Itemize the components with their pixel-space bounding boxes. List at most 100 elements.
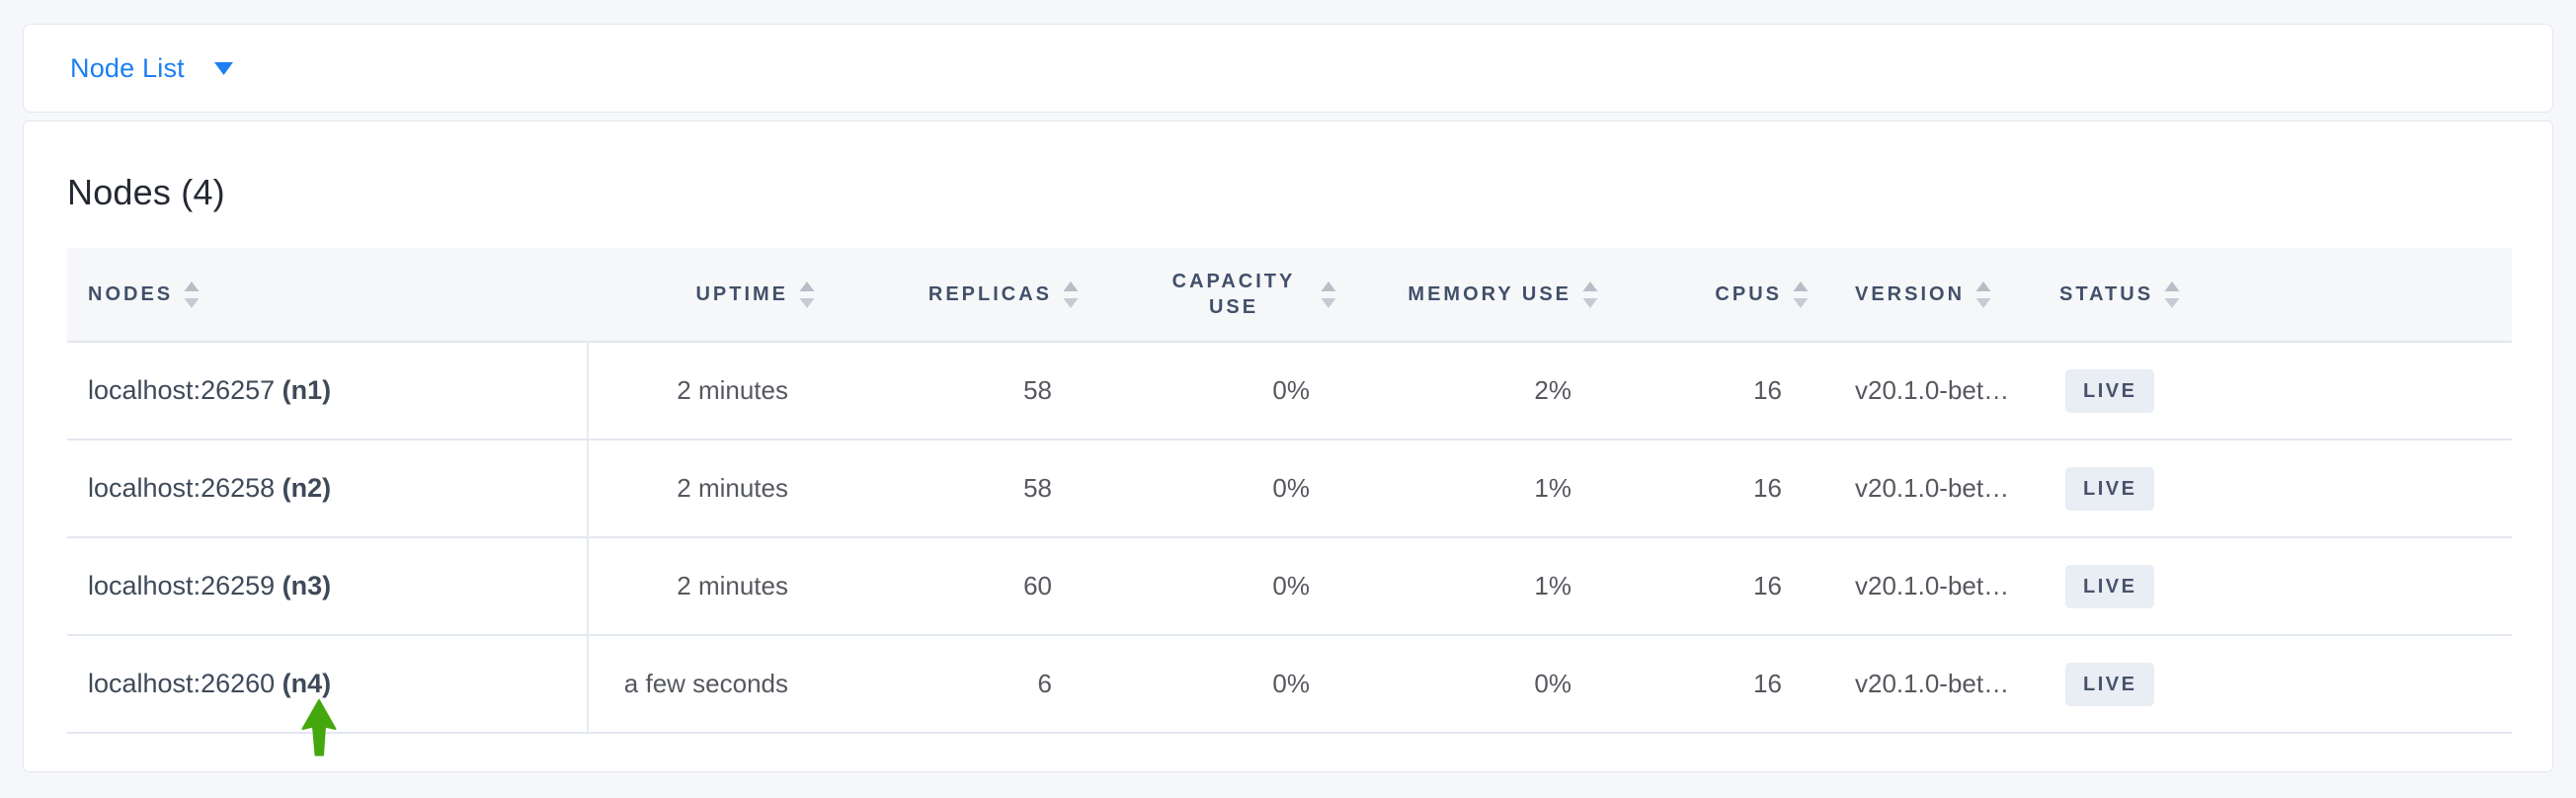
view-selector-bar: Node List	[23, 24, 2553, 113]
status-badge: LIVE	[2065, 466, 2155, 511]
memory-use-value: 2%	[1534, 375, 1571, 405]
version-cell: v20.1.0-bet…	[1828, 341, 2046, 439]
sort-arrows-icon	[184, 280, 200, 308]
uptime-cell: 2 minutes	[588, 341, 850, 439]
cpus-value: 16	[1753, 473, 1782, 503]
view-selector-label: Node List	[70, 52, 185, 83]
replicas-value: 58	[1023, 473, 1052, 503]
column-label: UPTIME	[695, 282, 788, 305]
sort-arrows-icon	[1793, 280, 1809, 308]
node-name: (n1)	[282, 375, 332, 405]
uptime-cell: 2 minutes	[588, 439, 850, 537]
caret-down-icon	[213, 61, 233, 75]
nodes-card: Nodes (4) NODES UPTIME REPLICAS CAPACITY US…	[23, 120, 2553, 772]
memory-use-cell: 1%	[1364, 439, 1621, 537]
column-header-nodes[interactable]: NODES	[67, 248, 588, 342]
node-address-cell: localhost:26260 (n4)	[67, 634, 589, 734]
node-address-cell: localhost:26259 (n3)	[67, 536, 589, 635]
replicas-cell: 58	[850, 439, 1107, 537]
node-name: (n4)	[282, 669, 332, 698]
uptime-value: a few seconds	[623, 669, 788, 698]
node-link[interactable]: localhost:26258	[88, 473, 276, 503]
node-name: (n2)	[282, 473, 332, 503]
capacity-use-cell: 0%	[1107, 439, 1364, 537]
arrow-up-icon	[301, 699, 337, 757]
capacity-use-cell: 0%	[1107, 341, 1364, 439]
node-address-cell: localhost:26258 (n2)	[67, 439, 589, 537]
uptime-cell: a few seconds	[588, 634, 850, 734]
version-cell: v20.1.0-bet…	[1828, 439, 2046, 537]
column-label: MEMORY USE	[1408, 282, 1571, 305]
version-value: v20.1.0-bet…	[1855, 571, 2010, 600]
memory-use-value: 0%	[1534, 669, 1571, 698]
replicas-cell: 58	[850, 341, 1107, 439]
memory-use-value: 1%	[1534, 473, 1571, 503]
replicas-cell: 60	[850, 536, 1107, 635]
view-selector-dropdown[interactable]: Node List	[24, 53, 233, 84]
sort-arrows-icon	[1975, 280, 1991, 308]
column-header-cpus[interactable]: CPUS	[1621, 248, 1828, 342]
replicas-value: 6	[1037, 669, 1052, 698]
version-value: v20.1.0-bet…	[1855, 669, 2010, 698]
version-value: v20.1.0-bet…	[1855, 375, 2010, 405]
status-badge: LIVE	[2065, 662, 2155, 706]
status-badge: LIVE	[2065, 564, 2155, 608]
column-header-replicas[interactable]: REPLICAS	[850, 248, 1107, 342]
status-badge: LIVE	[2065, 368, 2155, 413]
cpus-cell: 16	[1621, 439, 1828, 537]
table-row: localhost:26260 (n4) a few seconds 6 0% 0% 16…	[67, 634, 2512, 734]
status-cell: LIVE	[2046, 341, 2512, 439]
status-cell: LIVE	[2046, 439, 2512, 537]
column-label: CPUS	[1715, 282, 1782, 305]
cpus-cell: 16	[1621, 536, 1828, 635]
column-label: CAPACITY USE	[1171, 271, 1296, 318]
table-row: localhost:26259 (n3) 2 minutes 60 0% 1% 16 v20…	[67, 536, 2512, 635]
cpus-value: 16	[1753, 571, 1782, 600]
capacity-use-value: 0%	[1272, 473, 1310, 503]
replicas-value: 58	[1023, 375, 1052, 405]
capacity-use-value: 0%	[1272, 669, 1310, 698]
cpus-cell: 16	[1621, 341, 1828, 439]
capacity-use-cell: 0%	[1107, 536, 1364, 635]
status-cell: LIVE	[2046, 634, 2512, 734]
memory-use-value: 1%	[1534, 571, 1571, 600]
uptime-value: 2 minutes	[677, 571, 788, 600]
capacity-use-cell: 0%	[1107, 634, 1364, 734]
column-header-memory_use[interactable]: MEMORY USE	[1364, 248, 1621, 342]
sort-arrows-icon	[1582, 280, 1598, 308]
memory-use-cell: 1%	[1364, 536, 1621, 635]
cpus-value: 16	[1753, 375, 1782, 405]
column-label: STATUS	[2059, 282, 2154, 305]
table-header: NODES UPTIME REPLICAS CAPACITY USE MEMORY US…	[67, 248, 2512, 342]
node-link[interactable]: localhost:26259	[88, 571, 276, 600]
node-address-cell: localhost:26257 (n1)	[67, 341, 589, 439]
sort-arrows-icon	[2164, 280, 2180, 308]
memory-use-cell: 2%	[1364, 341, 1621, 439]
page-title: Nodes (4)	[67, 172, 225, 212]
replicas-cell: 6	[850, 634, 1107, 734]
node-link[interactable]: localhost:26257	[88, 375, 276, 405]
uptime-value: 2 minutes	[677, 473, 788, 503]
sort-arrows-icon	[1321, 280, 1336, 308]
column-label: NODES	[88, 282, 174, 305]
column-label: VERSION	[1855, 282, 1966, 305]
status-cell: LIVE	[2046, 536, 2512, 635]
node-name: (n3)	[282, 571, 332, 600]
column-label: REPLICAS	[927, 282, 1052, 305]
sort-arrows-icon	[1063, 280, 1079, 308]
node-link[interactable]: localhost:26260	[88, 669, 276, 698]
replicas-value: 60	[1023, 571, 1052, 600]
capacity-use-value: 0%	[1272, 571, 1310, 600]
cpus-value: 16	[1753, 669, 1782, 698]
column-header-version[interactable]: VERSION	[1828, 248, 2046, 342]
table-row: localhost:26257 (n1) 2 minutes 58 0% 2% 16 v20…	[67, 341, 2512, 439]
capacity-use-value: 0%	[1272, 375, 1310, 405]
column-header-uptime[interactable]: UPTIME	[588, 248, 850, 342]
column-header-status[interactable]: STATUS	[2046, 248, 2512, 342]
table-body: localhost:26257 (n1) 2 minutes 58 0% 2% 16 v20…	[67, 341, 2512, 734]
table-row: localhost:26258 (n2) 2 minutes 58 0% 1% 16 v20…	[67, 439, 2512, 537]
version-value: v20.1.0-bet…	[1855, 473, 2010, 503]
version-cell: v20.1.0-bet…	[1828, 634, 2046, 734]
column-header-capacity_use[interactable]: CAPACITY USE	[1107, 248, 1364, 342]
